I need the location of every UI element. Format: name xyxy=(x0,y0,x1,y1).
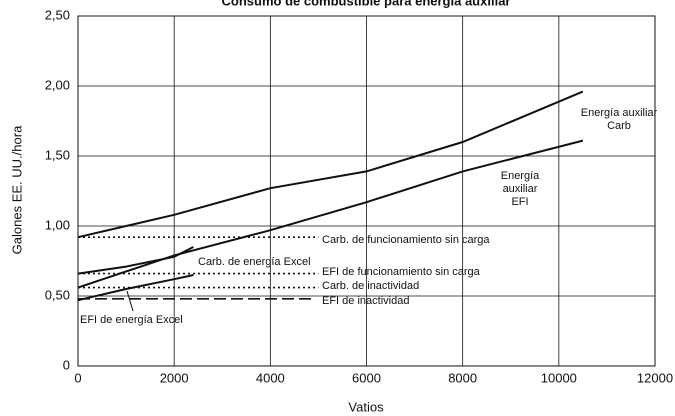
series-label: Energía xyxy=(501,170,540,182)
x-tick-label: 2000 xyxy=(160,370,189,385)
y-tick-label: 1,00 xyxy=(45,217,70,232)
series-label: Carb. de energía Excel xyxy=(198,256,311,268)
series-label: auxiliar xyxy=(503,183,538,195)
series-label: Energía auxiliar xyxy=(581,107,658,119)
y-tick-label: 0,50 xyxy=(45,287,70,302)
x-tick-label: 12000 xyxy=(637,370,673,385)
series-line xyxy=(77,90,584,239)
series-label: Carb xyxy=(607,120,631,132)
leader-line xyxy=(126,290,134,312)
series-label: Carb. de inactividad xyxy=(322,280,419,292)
x-tick-label: 4000 xyxy=(256,370,285,385)
chart-title: Consumo de combustible para energía auxi… xyxy=(222,0,511,8)
y-tick-label: 0 xyxy=(63,357,70,372)
series-label: EFI de inactividad xyxy=(322,295,409,307)
x-tick-label: 8000 xyxy=(448,370,477,385)
x-axis-label: Vatios xyxy=(348,399,384,414)
series-label: EFI xyxy=(511,196,528,208)
y-tick-label: 2,50 xyxy=(45,7,70,22)
series-label: Carb. de funcionamiento sin carga xyxy=(322,234,490,246)
x-tick-label: 0 xyxy=(74,370,81,385)
y-tick-label: 2,00 xyxy=(45,77,70,92)
x-tick-label: 6000 xyxy=(352,370,381,385)
x-tick-label: 10000 xyxy=(541,370,577,385)
series-label: EFI de funcionamiento sin carga xyxy=(322,266,481,278)
series-line xyxy=(77,246,194,275)
series-line xyxy=(77,274,194,302)
series-label: EFI de energía Excel xyxy=(80,314,183,326)
y-axis-label: Galones EE. UU./hora xyxy=(9,125,24,254)
y-tick-label: 1,50 xyxy=(45,147,70,162)
